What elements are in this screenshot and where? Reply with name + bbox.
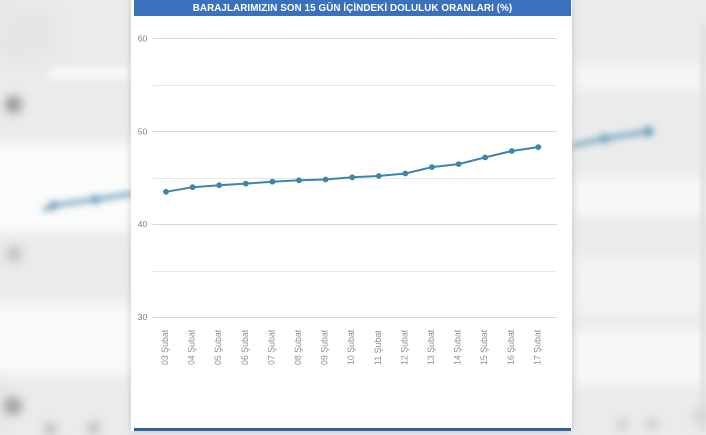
svg-text:12 Şubat: 12 Şubat <box>399 329 409 365</box>
svg-text:11 Şubat: 11 Şubat <box>373 330 383 365</box>
svg-text:06 Şubat: 06 Şubat <box>240 329 250 365</box>
svg-text:03 Şubat: 03 Şubat <box>160 329 170 365</box>
svg-text:04 Şubat: 04 Şubat <box>187 329 197 365</box>
svg-text:13 Şubat: 13 Şubat <box>426 329 436 365</box>
svg-text:09 Şubat: 09 Şubat <box>320 329 330 365</box>
svg-text:05 Şubat: 05 Şubat <box>213 329 223 365</box>
svg-text:07 Şubat: 07 Şubat <box>266 329 276 365</box>
svg-text:60: 60 <box>138 33 148 43</box>
svg-text:17 Şubat: 17 Şubat <box>532 329 542 365</box>
svg-text:50: 50 <box>138 126 148 136</box>
svg-text:14 Şubat: 14 Şubat <box>453 329 463 365</box>
svg-text:15 Şubat: 15 Şubat <box>479 329 489 365</box>
svg-text:30: 30 <box>138 312 148 322</box>
svg-text:40: 40 <box>138 219 148 229</box>
svg-text:08 Şubat: 08 Şubat <box>293 329 303 365</box>
svg-text:16 Şubat: 16 Şubat <box>506 329 516 365</box>
svg-text:10 Şubat: 10 Şubat <box>346 329 356 365</box>
